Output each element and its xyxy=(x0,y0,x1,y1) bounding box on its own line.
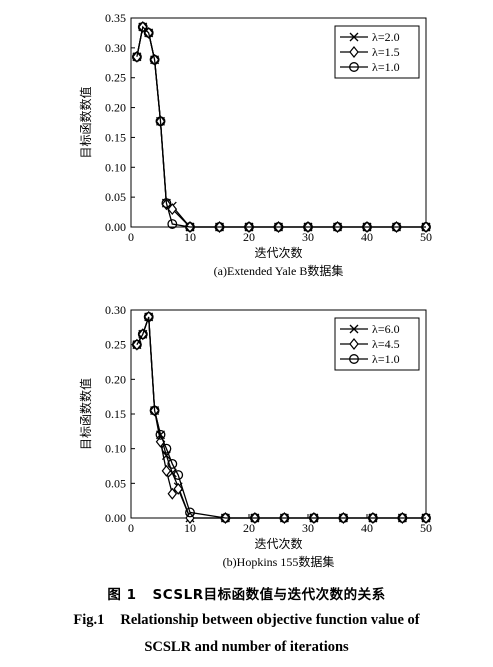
chart-b-series-diamond-point xyxy=(167,487,178,500)
chart-b-series-circle-point xyxy=(338,513,349,523)
chart-a-y-tick-label: 0.25 xyxy=(105,71,126,85)
chart-a-x-axis-label: 迭代次数 xyxy=(254,245,302,260)
chart-b-legend-label: λ=4.5 xyxy=(372,337,400,351)
chart-a-series-circle-point xyxy=(131,51,142,62)
chart-b-x-tick-label: 10 xyxy=(184,521,196,535)
caption-en-text-line2: SCSLR and number of iterations xyxy=(144,639,349,655)
chart-a-legend-label: λ=1.5 xyxy=(372,45,400,59)
figure-caption-english-line2: SCSLR and number of iterations xyxy=(0,639,493,656)
chart-b-y-tick-label: 0.15 xyxy=(105,407,126,421)
chart-b-x-tick-label: 50 xyxy=(420,521,432,535)
chart-b-y-axis-label: 目标函数数值 xyxy=(78,378,93,450)
chart-a-y-tick-label: 0.20 xyxy=(105,101,126,115)
chart-b-series-circle-line xyxy=(136,316,426,519)
chart-a-series-circle-point xyxy=(155,116,166,127)
chart-a-x-tick-label: 20 xyxy=(243,230,255,244)
chart-b-series-circle-point xyxy=(185,507,195,518)
chart-a-series-circle-point xyxy=(273,222,284,232)
caption-cn-number: 图 1 xyxy=(107,587,137,603)
chart-b-series-circle-point xyxy=(367,513,378,523)
chart-a-y-tick-label: 0.15 xyxy=(105,130,126,144)
caption-cn-text: SCSLR目标函数值与迭代次数的关系 xyxy=(152,587,386,603)
chart-a-series-circle-point xyxy=(149,54,160,65)
chart-b-x-tick-label: 0 xyxy=(128,521,134,535)
chart-a-series-circle-point xyxy=(161,198,172,209)
chart-a-x-tick-label: 0 xyxy=(128,230,134,244)
chart-a-series-circle-point xyxy=(332,222,343,232)
chart-b-subtitle: (b)Hopkins 155数据集 xyxy=(223,554,335,569)
chart-a-series-circle-point xyxy=(167,219,178,229)
chart-a-legend-marker-b xyxy=(349,32,359,42)
chart-a-series-circle-point xyxy=(143,27,154,38)
chart-a-y-tick-label: 0.00 xyxy=(105,220,126,234)
chart-b: 0 10 20 30 40 50 0.00 0.05 0.10 0.15 0.20 0.25 0.30 迭… xyxy=(78,303,432,569)
chart-b-series-diamond-point xyxy=(161,464,172,477)
figure-caption-chinese: 图 1 SCSLR目标函数值与迭代次数的关系 xyxy=(0,583,493,603)
chart-a-series-circle-point xyxy=(303,222,313,232)
chart-b-legend-label: λ=6.0 xyxy=(372,322,400,336)
chart-b-legend-marker xyxy=(349,338,359,350)
chart-b-y-tick-label: 0.10 xyxy=(105,442,126,456)
chart-b-series-circle-point xyxy=(220,513,231,523)
chart-b-series-circle-point xyxy=(173,470,184,480)
chart-b-x-tick-label: 20 xyxy=(243,521,255,535)
chart-b-legend-label: λ=1.0 xyxy=(372,352,400,366)
chart-b-series-circle-point xyxy=(249,513,260,523)
chart-b-series-circle-point xyxy=(155,429,166,440)
chart-a-series-circle-point xyxy=(391,222,402,232)
chart-b-y-tick-label: 0.05 xyxy=(105,476,126,490)
chart-b-series-circle-point xyxy=(149,405,160,416)
chart-b-series-circle-point xyxy=(167,458,178,469)
chart-b-y-tick-label: 0.20 xyxy=(105,372,126,386)
chart-a-series-circle-point xyxy=(185,222,195,232)
chart-a-y-tick-label: 0.30 xyxy=(105,41,126,55)
chart-a-series-circle-point xyxy=(137,22,148,32)
figure-caption-english-line1: Fig.1 Relationship between objective func… xyxy=(0,612,493,629)
chart-b-series-diamond-point xyxy=(173,482,183,495)
chart-a-legend-marker xyxy=(349,62,359,72)
chart-a-legend-marker xyxy=(349,46,359,58)
chart-b-series-circle-point xyxy=(308,513,319,523)
chart-a-legend-label: λ=2.0 xyxy=(372,30,400,44)
chart-a: 0 10 20 30 40 50 0.00 0.05 0.10 0.15 0.20 0.25 0.30 0… xyxy=(78,11,432,278)
chart-b-series-circle-point xyxy=(279,513,290,523)
chart-b-series-circle-point xyxy=(397,513,408,523)
chart-a-series-circle-point xyxy=(362,222,372,232)
chart-b-series-circle-point xyxy=(143,311,154,322)
chart-b-series-circle-point xyxy=(161,443,172,454)
chart-a-y-tick-label: 0.05 xyxy=(105,190,126,204)
chart-a-x-tick-label: 10 xyxy=(184,230,196,244)
chart-b-y-tick-label: 0.00 xyxy=(105,511,126,525)
chart-a-series-circle-point xyxy=(421,222,431,232)
chart-b-series-circle-point xyxy=(137,329,148,340)
chart-b-y-tick-label: 0.25 xyxy=(105,338,126,352)
chart-a-series-circle-point xyxy=(244,222,254,232)
chart-b-x-axis-label: 迭代次数 xyxy=(254,536,302,551)
chart-a-series-circle-line xyxy=(136,25,426,228)
chart-b-legend-marker xyxy=(349,354,359,364)
chart-b-series-circle-point xyxy=(421,513,431,523)
chart-b-y-tick-label: 0.30 xyxy=(105,303,126,317)
chart-a-y-tick-label: 0.35 xyxy=(105,11,126,25)
chart-a-y-axis-label: 目标函数数值 xyxy=(78,86,93,158)
chart-a-series-diamond-point xyxy=(132,50,142,63)
caption-en-text-line1: Relationship between objective function … xyxy=(120,612,420,628)
chart-b-series-circle-point xyxy=(131,339,142,350)
chart-a-x-tick-label: 40 xyxy=(361,230,373,244)
chart-a-series-circle-point xyxy=(214,222,225,232)
chart-a-subtitle: (a)Extended Yale B数据集 xyxy=(214,263,344,278)
caption-en-number: Fig.1 xyxy=(73,612,105,628)
chart-b-legend-marker-b xyxy=(349,324,359,334)
chart-a-x-tick-label: 30 xyxy=(302,230,314,244)
chart-a-y-tick-label: 0.10 xyxy=(105,160,126,174)
chart-a-x-tick-label: 50 xyxy=(420,230,432,244)
chart-b-x-tick-label: 30 xyxy=(302,521,314,535)
chart-a-series-diamond-point xyxy=(167,203,178,216)
chart-a-legend-label: λ=1.0 xyxy=(372,60,400,74)
chart-b-x-tick-label: 40 xyxy=(361,521,373,535)
